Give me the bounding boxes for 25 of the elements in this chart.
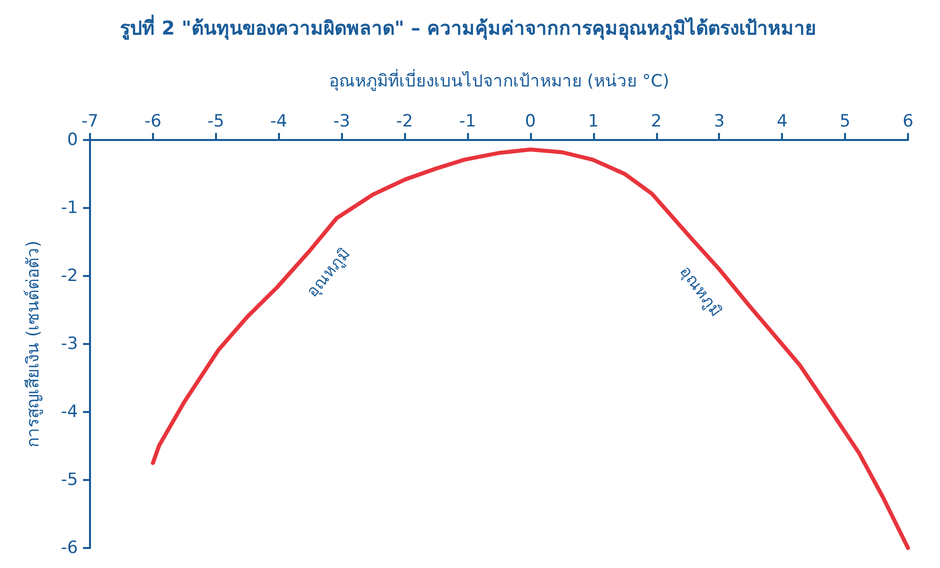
- x-axis-title: อุณหภูมิที่เบี่ยงเบนไปจากเป้าหมาย (หน่วย °C): [328, 68, 670, 92]
- x-tick-label: -5: [207, 112, 224, 132]
- y-tick-label: -3: [61, 334, 78, 354]
- x-tick-label: 2: [650, 112, 662, 132]
- chart-title: รูปที่ 2 "ต้นทุนของความผิดพลาด" – ความคุ้มค่าจากการคุมอุณหภูมิได้ตรงเป้าหมาย: [120, 14, 816, 40]
- line-series: [150, 148, 910, 550]
- x-tick-label: 1: [588, 112, 599, 132]
- x-tick-label: 6: [902, 112, 914, 132]
- y-tick-label: 0: [67, 130, 78, 150]
- x-tick-label: 4: [776, 112, 788, 132]
- x-tick-label: -2: [396, 112, 414, 132]
- x-tick-label: -6: [144, 112, 162, 132]
- y-tick-label: -5: [61, 470, 78, 490]
- x-tick-label: 0: [525, 112, 536, 132]
- x-tick-label: -4: [270, 112, 288, 132]
- x-tick-label: -7: [82, 112, 98, 132]
- y-tick-label: -6: [61, 538, 78, 558]
- y-axis-title: การสูญเสียเงิน (เซนต์ต่อตัว): [24, 240, 44, 448]
- y-tick-label: -2: [61, 266, 78, 286]
- y-tick-label: -1: [61, 198, 78, 218]
- x-tick-label: 5: [840, 112, 850, 132]
- y-tick-label: -4: [61, 402, 78, 422]
- x-tick-label: -1: [459, 112, 476, 132]
- x-tick-label: 3: [714, 112, 725, 132]
- x-tick-label: -3: [333, 112, 350, 132]
